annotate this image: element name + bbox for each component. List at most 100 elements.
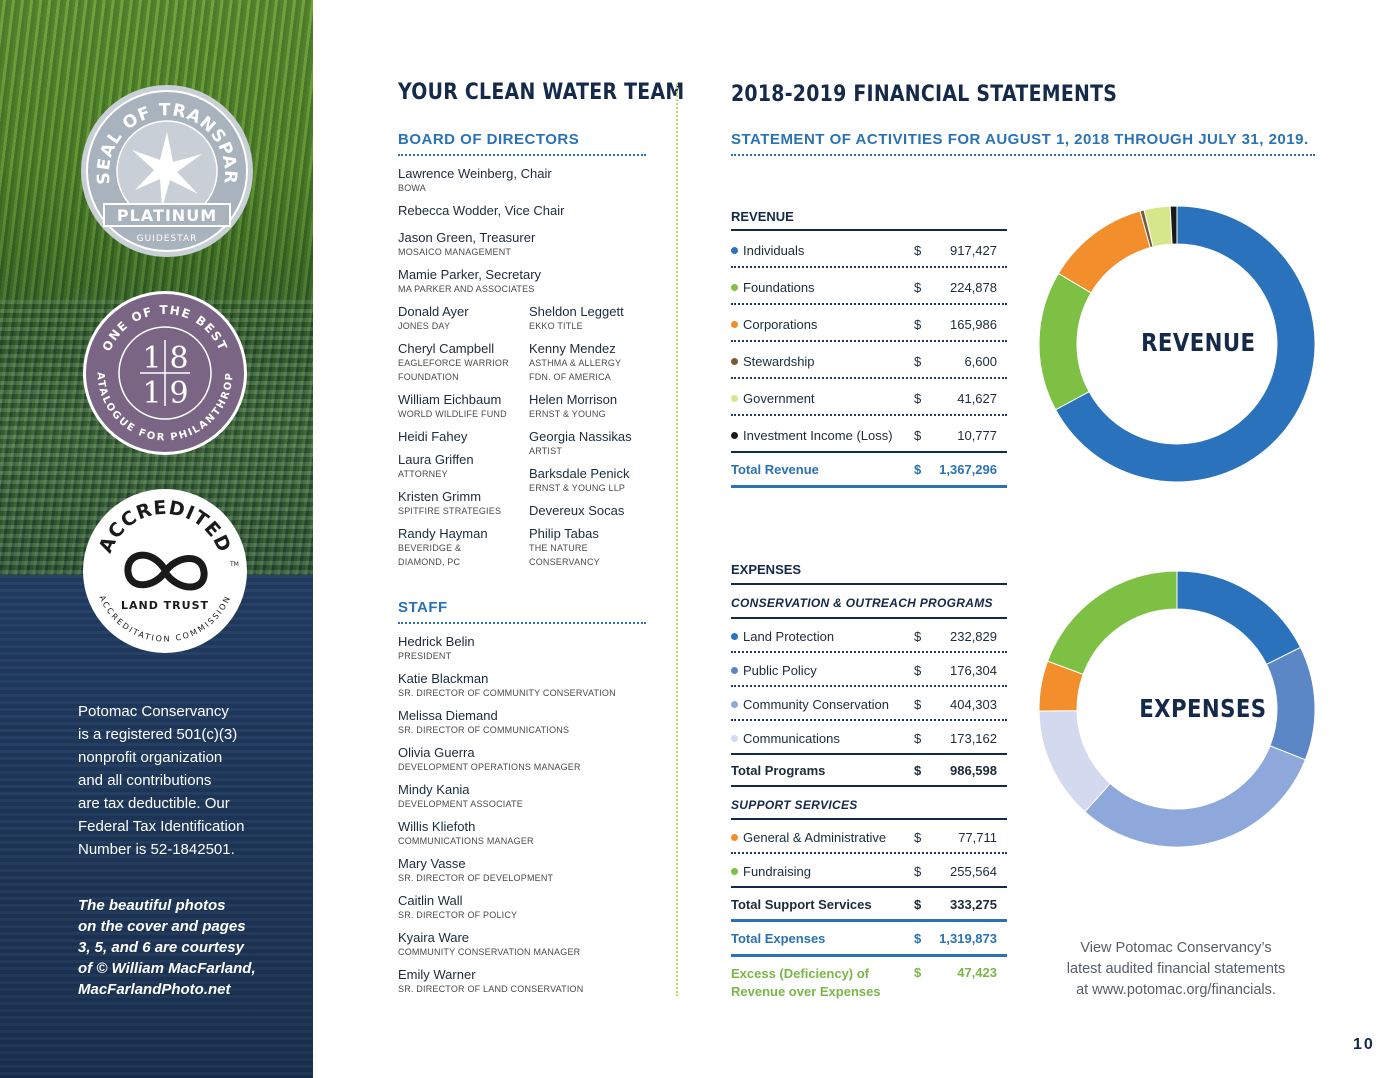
person-role: ERNST & YOUNG bbox=[529, 409, 606, 419]
donut-slice-land-protection bbox=[1176, 570, 1302, 666]
person-name: Mary Vasse bbox=[398, 856, 466, 871]
note-line: nonprofit organization bbox=[78, 749, 223, 766]
row-label-text: Government bbox=[743, 391, 815, 406]
row-separator bbox=[731, 451, 1007, 453]
person-role: SR. DIRECTOR OF COMMUNICATIONS bbox=[398, 725, 570, 735]
person-role: ATTORNEY bbox=[398, 469, 448, 479]
legend-dot-icon bbox=[731, 667, 738, 674]
person-name: Kenny Mendez bbox=[529, 341, 616, 356]
row-separator bbox=[731, 340, 1007, 342]
accredited-inner-text: LAND TRUST bbox=[121, 599, 209, 612]
expenses-chart-title: EXPENSES bbox=[1139, 694, 1267, 723]
row-label: Community Conservation bbox=[731, 697, 889, 712]
row-label-text: Stewardship bbox=[743, 354, 815, 369]
board-member: Kristen Grimm SPITFIRE STRATEGIES bbox=[398, 489, 501, 518]
financials-title: 2018-2019 FINANCIAL STATEMENTS bbox=[731, 82, 1118, 107]
row-label-text: Land Protection bbox=[743, 629, 835, 644]
excess-row: Excess (Deficiency) of Revenue over Expen… bbox=[731, 965, 1007, 1005]
revenue-chart-title: REVENUE bbox=[1141, 328, 1256, 357]
row-label: Total Support Services bbox=[731, 897, 872, 912]
person-name: Laura Griffen bbox=[398, 452, 474, 467]
row-label-text: Total Programs bbox=[731, 763, 826, 778]
support-row: Fundraising $255,564 bbox=[731, 864, 1007, 898]
staff-member: Hedrick Belin PRESIDENT bbox=[398, 634, 475, 663]
currency-symbol: $ bbox=[914, 317, 922, 332]
person-name: Donald Ayer bbox=[398, 304, 469, 319]
row-label: Individuals bbox=[731, 243, 804, 258]
person-role: ERNST & YOUNG LLP bbox=[529, 483, 626, 493]
accredited-tm: TM bbox=[229, 561, 239, 568]
person-name: Helen Morrison bbox=[529, 392, 618, 407]
person-name: Cheryl Campbell bbox=[398, 341, 495, 356]
svg-text:1: 1 bbox=[142, 341, 161, 376]
note-line: and all contributions bbox=[78, 772, 212, 789]
financials-subtitle: STATEMENT OF ACTIVITIES FOR AUGUST 1, 20… bbox=[731, 131, 1315, 156]
row-amount: 224,878 bbox=[950, 280, 997, 295]
person-name: Hedrick Belin bbox=[398, 634, 475, 649]
row-label-text: Corporations bbox=[743, 317, 818, 332]
person-name: Jason Green, Treasurer bbox=[398, 230, 536, 245]
row-amount: 1,319,873 bbox=[939, 931, 997, 946]
note-line: View Potomac Conservancy’s bbox=[1080, 940, 1272, 956]
note-line: are tax deductible. Our bbox=[78, 795, 230, 812]
currency-symbol: $ bbox=[914, 830, 922, 845]
seal-level-text: PLATINUM bbox=[117, 206, 217, 225]
row-label: Fundraising bbox=[731, 864, 811, 879]
row-label: Total Expenses bbox=[731, 931, 825, 946]
person-role: SR. DIRECTOR OF COMMUNITY CONSERVATION bbox=[398, 688, 616, 698]
board-member: Georgia Nassikas ARTIST bbox=[529, 429, 632, 458]
staff-member: Mindy Kania DEVELOPMENT ASSOCIATE bbox=[398, 782, 523, 811]
currency-symbol: $ bbox=[914, 354, 922, 369]
svg-text:9: 9 bbox=[169, 376, 188, 411]
person-role: DEVELOPMENT ASSOCIATE bbox=[398, 799, 523, 809]
board-member: Donald Ayer JONES DAY bbox=[398, 304, 469, 333]
svg-text:1: 1 bbox=[142, 376, 161, 411]
credit-line: The beautiful photos bbox=[78, 897, 226, 914]
note-line: at www.potomac.org/financials. bbox=[1076, 982, 1276, 998]
note-line: Federal Tax Identification bbox=[78, 818, 245, 835]
donut-slice-community-conservation bbox=[1084, 745, 1306, 848]
row-label-text: Public Policy bbox=[743, 663, 817, 678]
row-separator bbox=[731, 303, 1007, 305]
legend-dot-icon bbox=[731, 701, 738, 708]
person-name: Caitlin Wall bbox=[398, 893, 463, 908]
row-label: Total Revenue bbox=[731, 462, 819, 477]
person-role: DEVELOPMENT OPERATIONS MANAGER bbox=[398, 762, 581, 772]
row-amount: 41,627 bbox=[957, 391, 997, 406]
staff-member: Mary Vasse SR. DIRECTOR OF DEVELOPMENT bbox=[398, 856, 553, 885]
legend-dot-icon bbox=[731, 284, 738, 291]
row-separator bbox=[731, 377, 1007, 379]
donut-slice-corporations bbox=[1057, 210, 1151, 294]
staff-member: Olivia Guerra DEVELOPMENT OPERATIONS MANA… bbox=[398, 745, 581, 774]
row-amount: 176,304 bbox=[950, 663, 997, 678]
row-label-text: Excess (Deficiency) of bbox=[731, 966, 870, 981]
currency-symbol: $ bbox=[914, 629, 922, 644]
currency-symbol: $ bbox=[914, 391, 922, 406]
person-role: PRESIDENT bbox=[398, 651, 452, 661]
board-member: Laura Griffen ATTORNEY bbox=[398, 452, 474, 481]
program-row: Community Conservation $404,303 bbox=[731, 697, 1007, 731]
person-role: SR. DIRECTOR OF DEVELOPMENT bbox=[398, 873, 554, 883]
expenses-rule bbox=[731, 583, 1007, 585]
person-role: WORLD WILDLIFE FUND bbox=[398, 409, 507, 419]
row-label: Communications bbox=[731, 731, 840, 746]
total-rule bbox=[731, 485, 1007, 488]
row-amount: 232,829 bbox=[950, 629, 997, 644]
row-label-text: Total Support Services bbox=[731, 897, 872, 912]
staff-member: Emily Warner SR. DIRECTOR OF LAND CONSERV… bbox=[398, 967, 583, 996]
person-role: ASTHMA & ALLERGY FDN. OF AMERICA bbox=[529, 358, 622, 382]
row-label-text: Investment Income (Loss) bbox=[743, 428, 893, 443]
row-label: Stewardship bbox=[731, 354, 815, 369]
page-number: 10 bbox=[1353, 1036, 1375, 1053]
one-of-the-best-badge: ONE OF THE BEST CATALOGUE FOR PHILANTHRO… bbox=[82, 290, 248, 456]
expenses-donut-chart bbox=[1038, 570, 1316, 848]
currency-symbol: $ bbox=[914, 864, 922, 879]
person-name: Kristen Grimm bbox=[398, 489, 482, 504]
note-line: is a registered 501(c)(3) bbox=[78, 726, 238, 743]
staff-member: Katie Blackman SR. DIRECTOR OF COMMUNITY … bbox=[398, 671, 616, 700]
staff-heading: STAFF bbox=[398, 599, 646, 624]
seal-org-text: GUIDESTAR bbox=[137, 234, 198, 244]
row-amount: 404,303 bbox=[950, 697, 997, 712]
legend-dot-icon bbox=[731, 432, 738, 439]
row-separator bbox=[731, 753, 1007, 755]
